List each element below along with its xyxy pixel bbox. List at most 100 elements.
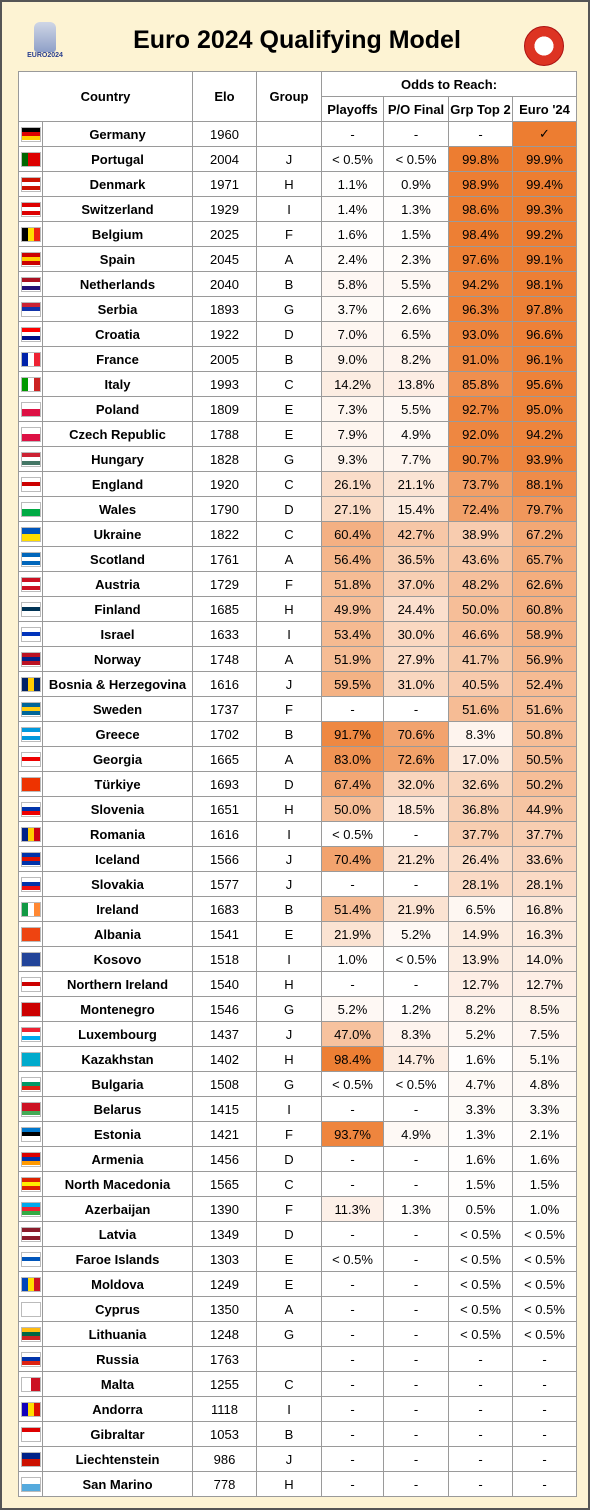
country-cell: Denmark bbox=[42, 171, 193, 197]
country-cell: Netherlands bbox=[42, 271, 193, 297]
playoffs-cell: - bbox=[321, 971, 384, 997]
table-row: Moldova 1249 E - - < 0.5% < 0.5% bbox=[18, 1271, 578, 1297]
flag-cell bbox=[18, 121, 43, 147]
flag bbox=[20, 251, 41, 267]
flag bbox=[20, 1476, 41, 1492]
flag-cell bbox=[18, 1196, 43, 1222]
elo-cell: 1303 bbox=[192, 1246, 257, 1272]
logo-text: EURO2024 bbox=[27, 52, 63, 59]
grp-top2-cell: 38.9% bbox=[448, 521, 513, 547]
group-cell: E bbox=[256, 421, 322, 447]
euro24-cell: 65.7% bbox=[511, 546, 578, 572]
flag bbox=[20, 1326, 41, 1342]
flag bbox=[20, 276, 41, 292]
playoffs-cell: < 0.5% bbox=[321, 1246, 384, 1272]
playoffs-cell: - bbox=[321, 1446, 384, 1472]
flag-cell bbox=[18, 196, 43, 222]
flag bbox=[20, 826, 41, 842]
flag bbox=[20, 301, 41, 317]
elo-cell: 1665 bbox=[192, 746, 257, 772]
flag bbox=[20, 501, 41, 517]
country-cell: Armenia bbox=[42, 1146, 193, 1172]
group-cell: C bbox=[256, 521, 322, 547]
table-row: Liechtenstein 986 J - - - - bbox=[18, 1446, 578, 1472]
flag-cell bbox=[18, 296, 43, 322]
group-cell: C bbox=[256, 471, 322, 497]
group-cell: J bbox=[256, 1021, 322, 1047]
elo-cell: 1822 bbox=[192, 521, 257, 547]
col-header: Group bbox=[256, 71, 322, 122]
po-final-cell: 42.7% bbox=[383, 521, 449, 547]
po-final-cell: 1.2% bbox=[383, 996, 449, 1022]
flag bbox=[20, 1076, 41, 1092]
country-cell: Israel bbox=[42, 621, 193, 647]
po-final-cell: - bbox=[383, 1146, 449, 1172]
euro24-cell: 99.1% bbox=[511, 246, 578, 272]
country-cell: Northern Ireland bbox=[42, 971, 193, 997]
flag-cell bbox=[18, 671, 43, 697]
elo-cell: 1651 bbox=[192, 796, 257, 822]
grp-top2-cell: 43.6% bbox=[448, 546, 513, 572]
group-cell: B bbox=[256, 346, 322, 372]
group-cell: A bbox=[256, 746, 322, 772]
grp-top2-cell: < 0.5% bbox=[448, 1296, 513, 1322]
elo-cell: 1577 bbox=[192, 871, 257, 897]
elo-cell: 1748 bbox=[192, 646, 257, 672]
euro24-cell: 50.2% bbox=[511, 771, 578, 797]
country-cell: Bosnia & Herzegovina bbox=[42, 671, 193, 697]
flag-cell bbox=[18, 321, 43, 347]
grp-top2-cell: 13.9% bbox=[448, 946, 513, 972]
euro24-cell: - bbox=[511, 1446, 578, 1472]
grp-top2-cell: 50.0% bbox=[448, 596, 513, 622]
flag-cell bbox=[18, 171, 43, 197]
playoffs-cell: - bbox=[321, 871, 384, 897]
playoffs-cell: 98.4% bbox=[321, 1046, 384, 1072]
flag bbox=[20, 1276, 41, 1292]
euro24-cell: 96.6% bbox=[511, 321, 578, 347]
flag-cell bbox=[18, 1396, 43, 1422]
flag bbox=[20, 1301, 41, 1317]
playoffs-cell: 7.9% bbox=[321, 421, 384, 447]
group-cell: A bbox=[256, 246, 322, 272]
flag-cell bbox=[18, 846, 43, 872]
country-cell: Croatia bbox=[42, 321, 193, 347]
country-cell: Austria bbox=[42, 571, 193, 597]
grp-top2-cell: 3.3% bbox=[448, 1096, 513, 1122]
flag bbox=[20, 851, 41, 867]
country-cell: Malta bbox=[42, 1371, 193, 1397]
flag-cell bbox=[18, 1096, 43, 1122]
country-cell: France bbox=[42, 346, 193, 372]
flag bbox=[20, 526, 41, 542]
playoffs-cell: 50.0% bbox=[321, 796, 384, 822]
playoffs-cell: 3.7% bbox=[321, 296, 384, 322]
grp-top2-cell: 98.4% bbox=[448, 221, 513, 247]
group-cell: I bbox=[256, 946, 322, 972]
table-row: Georgia 1665 A 83.0% 72.6% 17.0% 50.5% bbox=[18, 746, 578, 772]
playoffs-cell: - bbox=[321, 1221, 384, 1247]
elo-cell: 1683 bbox=[192, 896, 257, 922]
table-row: Belarus 1415 I - -3.3% 3.3% bbox=[18, 1096, 578, 1122]
col-header: P/O Final bbox=[383, 96, 449, 122]
group-cell: I bbox=[256, 196, 322, 222]
euro24-cell: < 0.5% bbox=[511, 1296, 578, 1322]
playoffs-cell: - bbox=[321, 1421, 384, 1447]
euro24-cell: - bbox=[511, 1371, 578, 1397]
group-cell: G bbox=[256, 1071, 322, 1097]
po-final-cell: 72.6% bbox=[383, 746, 449, 772]
flag bbox=[20, 926, 41, 942]
flag-cell bbox=[18, 1471, 43, 1497]
group-cell: J bbox=[256, 1446, 322, 1472]
group-cell: I bbox=[256, 621, 322, 647]
euro24-cell: 12.7% bbox=[511, 971, 578, 997]
group-cell: H bbox=[256, 1471, 322, 1497]
euro24-cell: 28.1% bbox=[511, 871, 578, 897]
flag bbox=[20, 401, 41, 417]
grp-top2-cell: 8.2% bbox=[448, 996, 513, 1022]
playoffs-cell: 2.4% bbox=[321, 246, 384, 272]
euro24-cell: 8.5% bbox=[511, 996, 578, 1022]
elo-cell: 1929 bbox=[192, 196, 257, 222]
flag-cell bbox=[18, 371, 43, 397]
playoffs-cell: 93.7% bbox=[321, 1121, 384, 1147]
po-final-cell: 5.5% bbox=[383, 271, 449, 297]
